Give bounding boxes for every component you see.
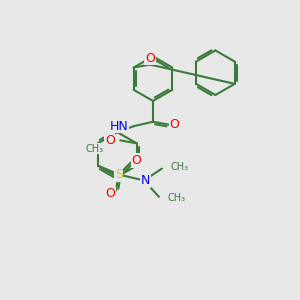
Text: S: S: [115, 168, 123, 181]
Text: CH₃: CH₃: [86, 144, 104, 154]
Text: HN: HN: [110, 120, 128, 133]
Text: CH₃: CH₃: [168, 193, 186, 203]
Text: O: O: [170, 118, 180, 131]
Text: CH₃: CH₃: [171, 162, 189, 172]
Text: N: N: [141, 174, 150, 187]
Text: O: O: [105, 134, 115, 147]
Text: O: O: [132, 154, 142, 167]
Text: O: O: [106, 187, 116, 200]
Text: O: O: [145, 52, 155, 64]
